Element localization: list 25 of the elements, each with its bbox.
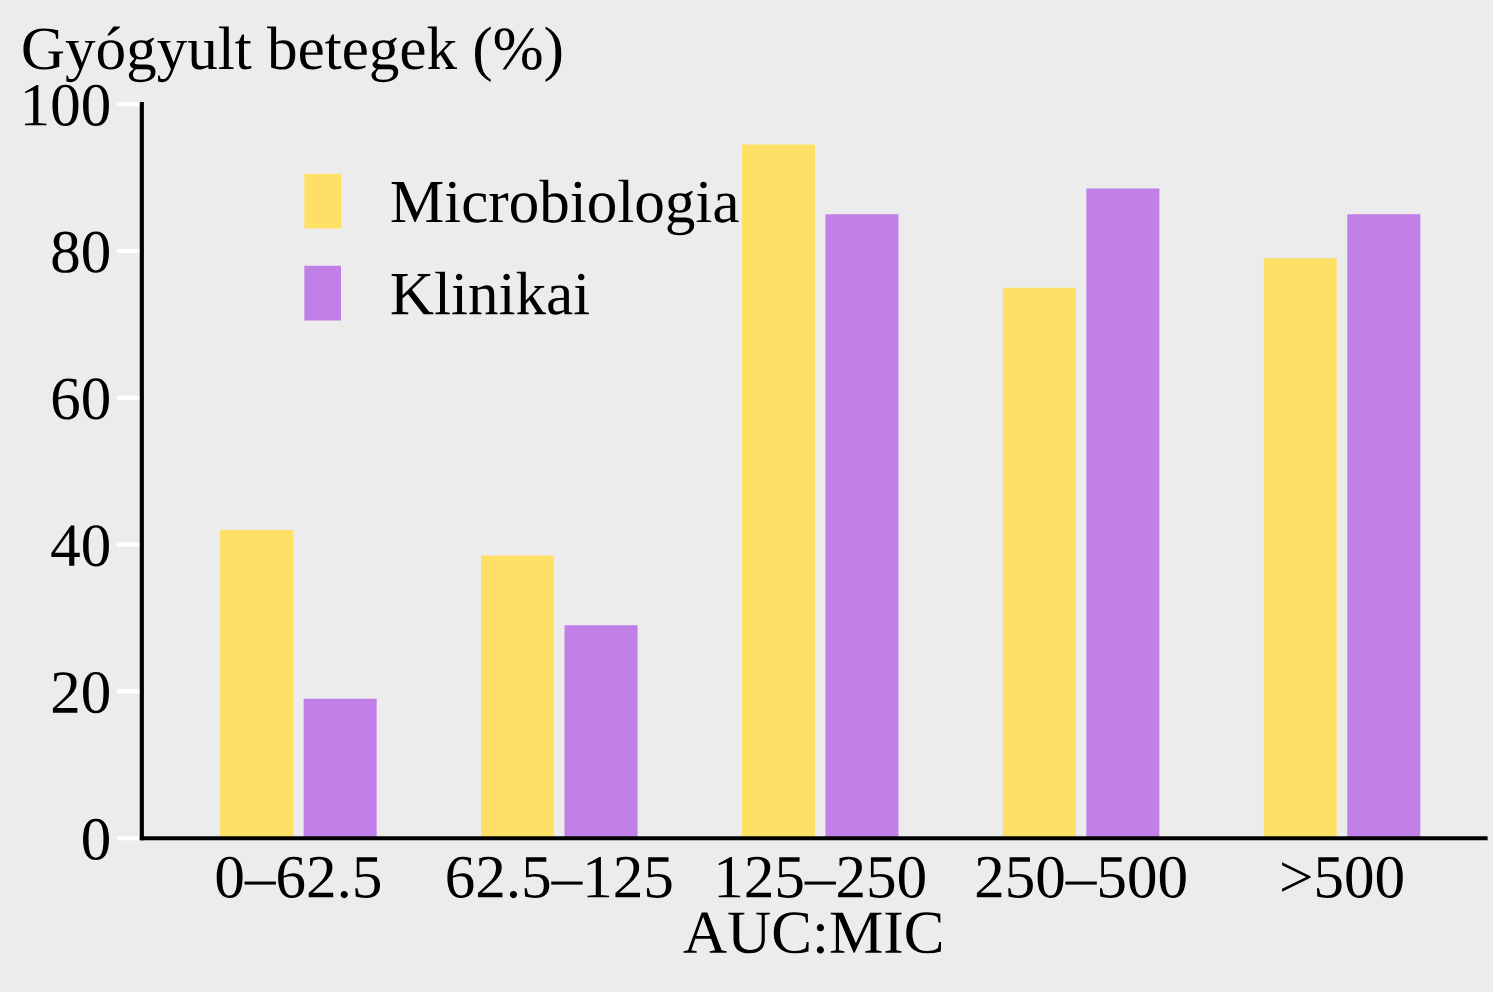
bar bbox=[1086, 188, 1160, 839]
y-tick-label: 100 bbox=[24, 84, 109, 126]
y-tick-label: 20 bbox=[52, 671, 109, 714]
bar bbox=[1347, 214, 1421, 839]
x-tick-label: >500 bbox=[1282, 856, 1403, 898]
bar bbox=[1002, 287, 1076, 839]
legend-label: Microbiologia bbox=[391, 179, 739, 236]
x-tick-label: 125–250 bbox=[718, 856, 925, 898]
bar bbox=[1263, 258, 1337, 839]
y-tick-label: 80 bbox=[52, 231, 109, 273]
y-axis-title: Gyógyult betegek (%) bbox=[23, 26, 562, 83]
y-tick-label: 40 bbox=[51, 525, 109, 567]
x-axis-title: AUC:MIC bbox=[683, 912, 942, 954]
x-tick-label: 62.5–125 bbox=[447, 856, 672, 899]
bar bbox=[303, 698, 377, 839]
x-tick-label: 0–62.5 bbox=[216, 856, 381, 899]
bar bbox=[220, 529, 294, 839]
y-tick-label: 0 bbox=[83, 818, 109, 861]
y-tick-label: 60 bbox=[52, 378, 109, 420]
x-tick-label: 250–500 bbox=[976, 856, 1186, 898]
bar bbox=[825, 214, 899, 839]
bar bbox=[741, 144, 815, 839]
bar bbox=[481, 555, 555, 839]
bar bbox=[564, 625, 638, 839]
legend-label: Klinikai bbox=[391, 271, 589, 315]
